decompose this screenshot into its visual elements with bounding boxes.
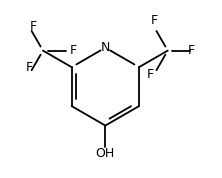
Text: F: F	[188, 44, 195, 57]
Text: N: N	[101, 41, 110, 54]
Text: OH: OH	[96, 147, 115, 160]
Text: F: F	[147, 68, 154, 81]
Text: F: F	[29, 20, 36, 33]
Text: F: F	[26, 61, 33, 74]
Text: F: F	[151, 14, 158, 27]
Text: F: F	[70, 44, 77, 57]
